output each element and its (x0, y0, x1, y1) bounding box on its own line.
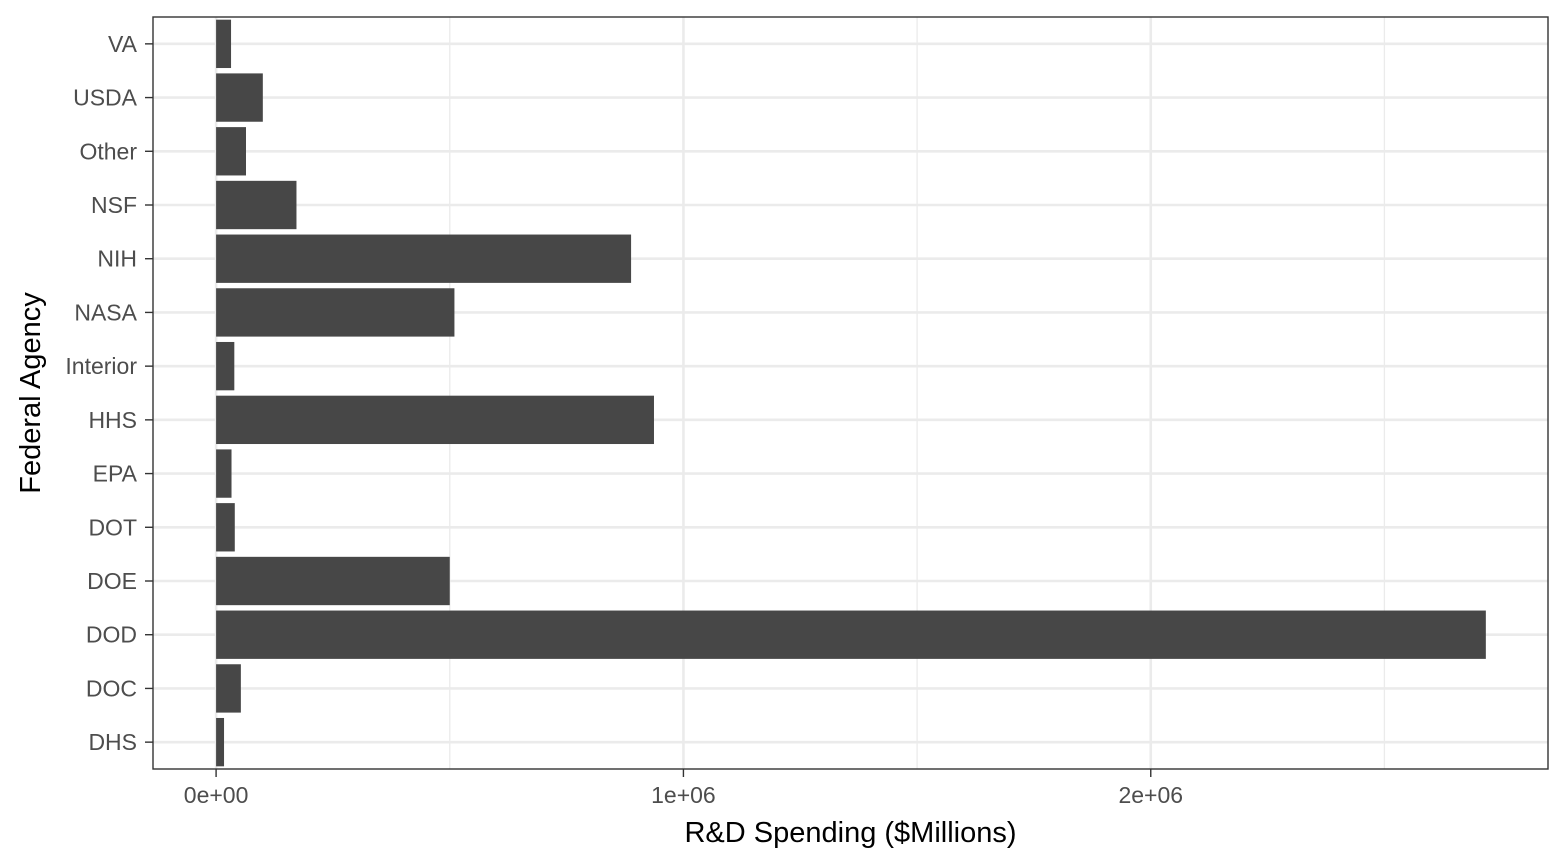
bar-nasa (216, 288, 455, 337)
bar-nih (216, 234, 632, 283)
y-axis: DHS DOC DOD DOE DOT EPA HHS Interior NASA NIH NSF O… (65, 31, 153, 755)
x-axis: 0e+00 1e+06 2e+06 (184, 769, 1183, 808)
y-tick-label-other: Other (79, 138, 137, 164)
bars-layer (216, 19, 1486, 767)
bar-dot (216, 503, 235, 552)
y-tick-label-hhs: HHS (88, 407, 137, 433)
grid-layer (153, 17, 1548, 769)
y-tick-label-doc: DOC (86, 675, 137, 701)
y-axis-title: Federal Agency (15, 292, 47, 494)
y-tick-label-nsf: NSF (91, 192, 137, 218)
bar-dhs (216, 717, 225, 767)
y-tick-label-nasa: NASA (74, 299, 137, 325)
bar-usda (216, 73, 263, 122)
bar-hhs (216, 395, 654, 445)
bar-va (216, 19, 232, 69)
y-tick-label-doe: DOE (87, 568, 137, 594)
y-tick-label-interior: Interior (65, 353, 137, 379)
y-tick-label-nih: NIH (97, 246, 137, 272)
bar-dod (216, 610, 1486, 659)
y-tick-label-usda: USDA (73, 85, 138, 111)
x-tick-label-0: 0e+00 (184, 782, 249, 808)
bar-interior (216, 341, 235, 391)
y-tick-label-dot: DOT (88, 514, 137, 540)
x-tick-label-2: 2e+06 (1118, 782, 1183, 808)
y-tick-label-va: VA (108, 31, 138, 57)
bar-nsf (216, 180, 297, 230)
bar-other (216, 127, 246, 176)
y-tick-label-epa: EPA (93, 461, 138, 487)
bar-doc (216, 664, 241, 713)
bar-epa (216, 449, 232, 498)
bar-doe (216, 556, 450, 606)
x-tick-label-1: 1e+06 (651, 782, 716, 808)
x-axis-title: R&D Spending ($Millions) (684, 817, 1016, 849)
y-tick-label-dhs: DHS (88, 729, 137, 755)
y-tick-label-dod: DOD (86, 622, 137, 648)
panel-border (152, 16, 1549, 770)
